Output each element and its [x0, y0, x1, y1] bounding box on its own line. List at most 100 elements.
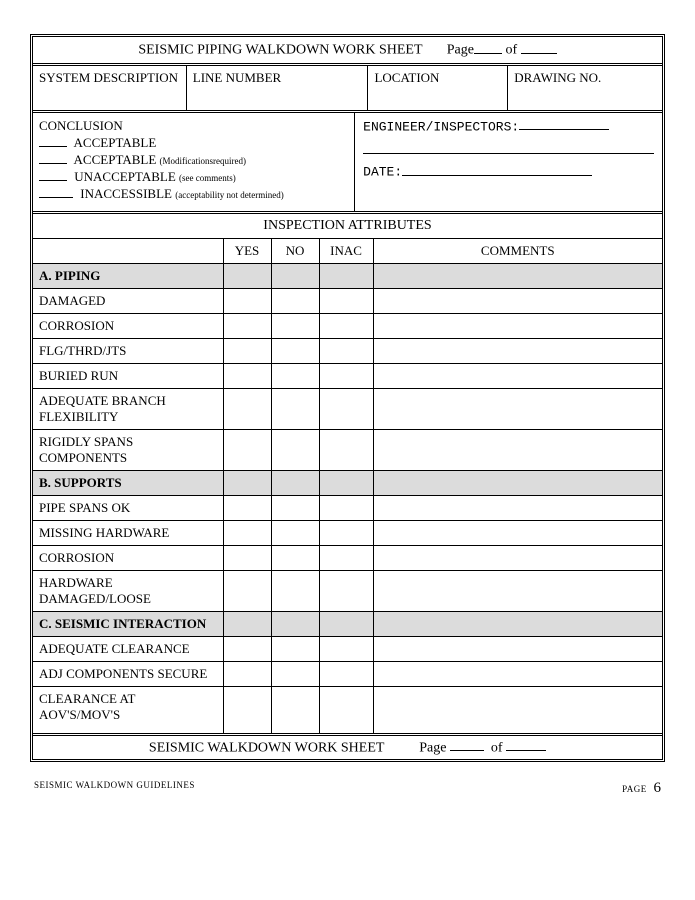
- cell-comments[interactable]: [373, 313, 662, 338]
- label-unacceptable-note: (see comments): [179, 173, 236, 183]
- cell-yes[interactable]: [223, 545, 271, 570]
- cell-no[interactable]: [271, 570, 319, 611]
- cell-yes[interactable]: [223, 363, 271, 388]
- conclusion-heading: CONCLUSION: [39, 118, 348, 134]
- cell-no[interactable]: [271, 545, 319, 570]
- cell-inac[interactable]: [319, 338, 373, 363]
- cell-no[interactable]: [271, 686, 319, 733]
- cell-inac[interactable]: [319, 636, 373, 661]
- field-drawing-no[interactable]: DRAWING NO.: [508, 66, 662, 110]
- title-row: SEISMIC PIPING WALKDOWN WORK SHEET Page …: [33, 37, 662, 66]
- cell-comments[interactable]: [373, 661, 662, 686]
- cell-comments[interactable]: [373, 520, 662, 545]
- table-row: RIGIDLY SPANS COMPONENTS: [33, 429, 662, 470]
- label-inaccessible: INACCESSIBLE: [80, 186, 172, 201]
- cell-no[interactable]: [271, 495, 319, 520]
- check-unacceptable[interactable]: [39, 170, 67, 181]
- field-system-description[interactable]: SYSTEM DESCRIPTION: [33, 66, 187, 110]
- cell-yes[interactable]: [223, 520, 271, 545]
- cell-inac[interactable]: [319, 686, 373, 733]
- row-label: ADEQUATE CLEARANCE: [33, 636, 223, 661]
- col-comments: COMMENTS: [373, 239, 662, 264]
- row-label: RIGIDLY SPANS COMPONENTS: [33, 429, 223, 470]
- footer-title: SEISMIC WALKDOWN WORK SHEET: [149, 740, 384, 755]
- cell-yes[interactable]: [223, 636, 271, 661]
- page-label-prefix: Page: [447, 43, 474, 58]
- label-date: DATE:: [363, 165, 402, 180]
- cell-yes[interactable]: [223, 288, 271, 313]
- cell-yes[interactable]: [223, 570, 271, 611]
- cell-yes[interactable]: [223, 661, 271, 686]
- cell-comments[interactable]: [373, 686, 662, 733]
- cell-yes[interactable]: [223, 313, 271, 338]
- cell-inac[interactable]: [319, 495, 373, 520]
- cell-no[interactable]: [271, 429, 319, 470]
- cell-no[interactable]: [271, 313, 319, 338]
- blank-engineer[interactable]: [519, 119, 609, 131]
- cell-yes[interactable]: [223, 429, 271, 470]
- field-location[interactable]: LOCATION: [368, 66, 508, 110]
- cell-no[interactable]: [271, 288, 319, 313]
- cell-inac[interactable]: [319, 570, 373, 611]
- header-grid: SYSTEM DESCRIPTION LINE NUMBER LOCATION …: [33, 66, 662, 113]
- cell-comments[interactable]: [373, 429, 662, 470]
- cell-no[interactable]: [271, 661, 319, 686]
- row-label: CLEARANCE AT AOV'S/MOV'S: [33, 686, 223, 733]
- footer-page-current-blank[interactable]: [450, 739, 484, 752]
- cell-no[interactable]: [271, 363, 319, 388]
- conclusion-box: CONCLUSION ACCEPTABLE ACCEPTABLE (Modifi…: [33, 113, 355, 211]
- check-inaccessible[interactable]: [39, 187, 73, 198]
- row-label: FLG/THRD/JTS: [33, 338, 223, 363]
- table-row: BURIED RUN: [33, 363, 662, 388]
- field-line-number[interactable]: LINE NUMBER: [187, 66, 369, 110]
- cell-yes[interactable]: [223, 686, 271, 733]
- cell-comments[interactable]: [373, 338, 662, 363]
- cell-no[interactable]: [271, 388, 319, 429]
- col-blank: [33, 239, 223, 264]
- blank-engineer-line2[interactable]: [363, 140, 654, 154]
- cell-inac[interactable]: [319, 520, 373, 545]
- cell-no[interactable]: [271, 636, 319, 661]
- cell-yes[interactable]: [223, 388, 271, 429]
- section-a-label: A. PIPING: [33, 263, 223, 288]
- section-b-label: B. SUPPORTS: [33, 470, 223, 495]
- label-acceptable: ACCEPTABLE: [74, 135, 157, 150]
- col-yes: YES: [223, 239, 271, 264]
- row-label: ADEQUATE BRANCH FLEXIBILITY: [33, 388, 223, 429]
- page-current-blank[interactable]: [474, 41, 502, 54]
- table-row: MISSING HARDWARE: [33, 520, 662, 545]
- footer-page-total-blank[interactable]: [506, 739, 546, 752]
- cell-inac[interactable]: [319, 388, 373, 429]
- cell-no[interactable]: [271, 338, 319, 363]
- row-label: CORROSION: [33, 545, 223, 570]
- check-acceptable[interactable]: [39, 136, 67, 147]
- cell-comments[interactable]: [373, 363, 662, 388]
- section-c-label: C. SEISMIC INTERACTION: [33, 611, 223, 636]
- section-c: C. SEISMIC INTERACTION: [33, 611, 662, 636]
- cell-no[interactable]: [271, 520, 319, 545]
- cell-comments[interactable]: [373, 545, 662, 570]
- cell-yes[interactable]: [223, 338, 271, 363]
- table-row: HARDWARE DAMAGED/LOOSE: [33, 570, 662, 611]
- cell-comments[interactable]: [373, 636, 662, 661]
- row-label: PIPE SPANS OK: [33, 495, 223, 520]
- blank-date[interactable]: [402, 164, 592, 176]
- row-label: HARDWARE DAMAGED/LOOSE: [33, 570, 223, 611]
- cell-inac[interactable]: [319, 288, 373, 313]
- signoff-box: ENGINEER/INSPECTORS: DATE:: [355, 113, 662, 211]
- doc-footer-left: SEISMIC WALKDOWN GUIDELINES: [34, 780, 195, 797]
- page-total-blank[interactable]: [521, 41, 557, 54]
- cell-inac[interactable]: [319, 429, 373, 470]
- cell-inac[interactable]: [319, 545, 373, 570]
- table-row: PIPE SPANS OK: [33, 495, 662, 520]
- cell-inac[interactable]: [319, 363, 373, 388]
- cell-comments[interactable]: [373, 570, 662, 611]
- cell-comments[interactable]: [373, 495, 662, 520]
- check-acceptable-mod[interactable]: [39, 153, 67, 164]
- cell-comments[interactable]: [373, 288, 662, 313]
- cell-inac[interactable]: [319, 313, 373, 338]
- col-no: NO: [271, 239, 319, 264]
- cell-yes[interactable]: [223, 495, 271, 520]
- cell-comments[interactable]: [373, 388, 662, 429]
- cell-inac[interactable]: [319, 661, 373, 686]
